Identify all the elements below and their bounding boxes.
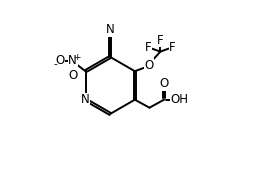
Text: O: O — [145, 59, 154, 72]
Text: -: - — [54, 59, 57, 69]
Text: F: F — [157, 34, 164, 47]
Text: OH: OH — [171, 93, 188, 106]
Text: N: N — [68, 54, 77, 67]
Text: +: + — [73, 53, 80, 62]
Text: F: F — [169, 41, 176, 54]
Text: O: O — [55, 54, 64, 67]
Text: F: F — [145, 41, 152, 54]
Text: N: N — [106, 23, 115, 36]
Text: N: N — [81, 93, 90, 106]
Text: O: O — [68, 69, 77, 82]
Text: O: O — [159, 77, 169, 90]
